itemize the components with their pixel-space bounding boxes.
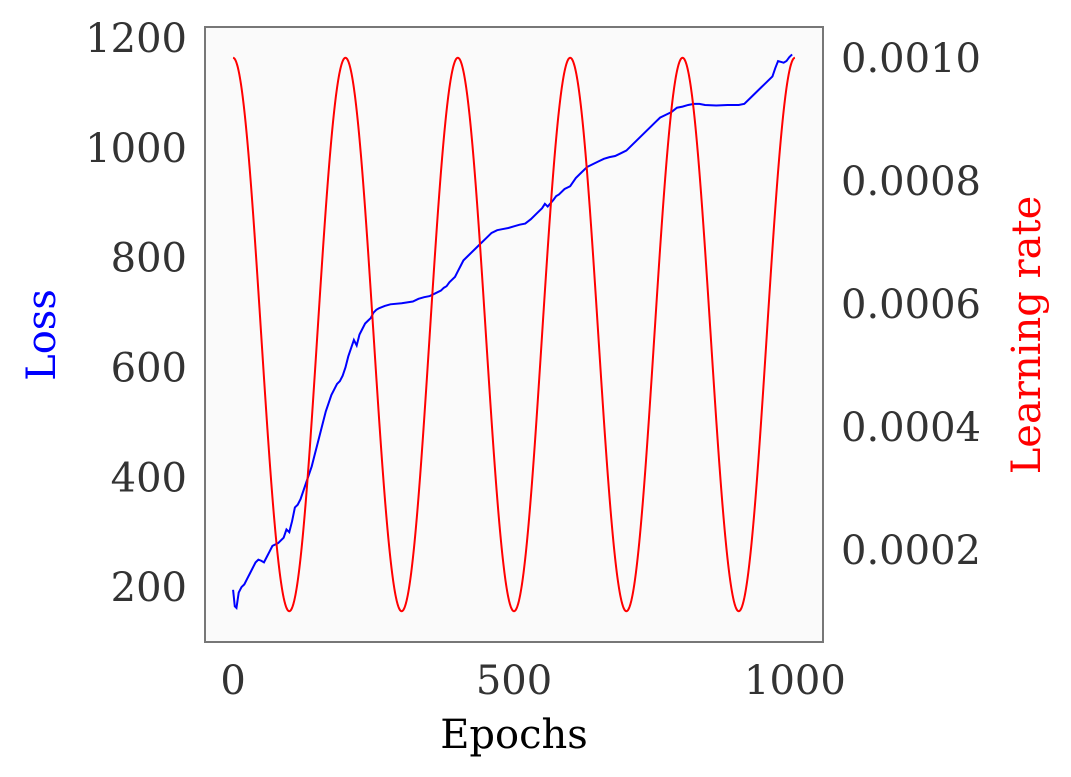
left-tick-label: 200 bbox=[111, 565, 187, 611]
right-axis-title: Learning rate bbox=[1004, 196, 1050, 475]
right-tick-label: 0.0006 bbox=[841, 282, 981, 328]
right-tick-label: 0.0002 bbox=[841, 528, 981, 574]
plot-background bbox=[205, 27, 823, 642]
left-axis-title: Loss bbox=[19, 289, 65, 381]
x-tick-label: 500 bbox=[476, 658, 552, 704]
series-layer bbox=[232, 53, 796, 613]
left-tick-label: 600 bbox=[111, 345, 187, 391]
left-tick-label: 1000 bbox=[85, 126, 187, 172]
left-tick-label: 400 bbox=[111, 455, 187, 501]
x-tick-label: 0 bbox=[220, 658, 245, 704]
right-tick-label: 0.0010 bbox=[841, 36, 981, 82]
right-axis-ticks: 0.0002 0.0004 0.0006 0.0008 0.0010 bbox=[841, 36, 981, 574]
learning-rate-line bbox=[232, 56, 796, 613]
loss-line bbox=[232, 53, 793, 611]
left-tick-label: 800 bbox=[111, 236, 187, 282]
right-tick-label: 0.0004 bbox=[841, 405, 981, 451]
x-axis-ticks: 0 500 1000 bbox=[220, 658, 845, 704]
left-axis-ticks: 200 400 600 800 1000 1200 bbox=[85, 16, 187, 611]
plot-frame bbox=[204, 26, 824, 643]
right-tick-label: 0.0008 bbox=[841, 159, 981, 205]
x-axis-title: Epochs bbox=[440, 712, 588, 758]
x-tick-label: 1000 bbox=[744, 658, 846, 704]
left-tick-label: 1200 bbox=[85, 16, 187, 62]
